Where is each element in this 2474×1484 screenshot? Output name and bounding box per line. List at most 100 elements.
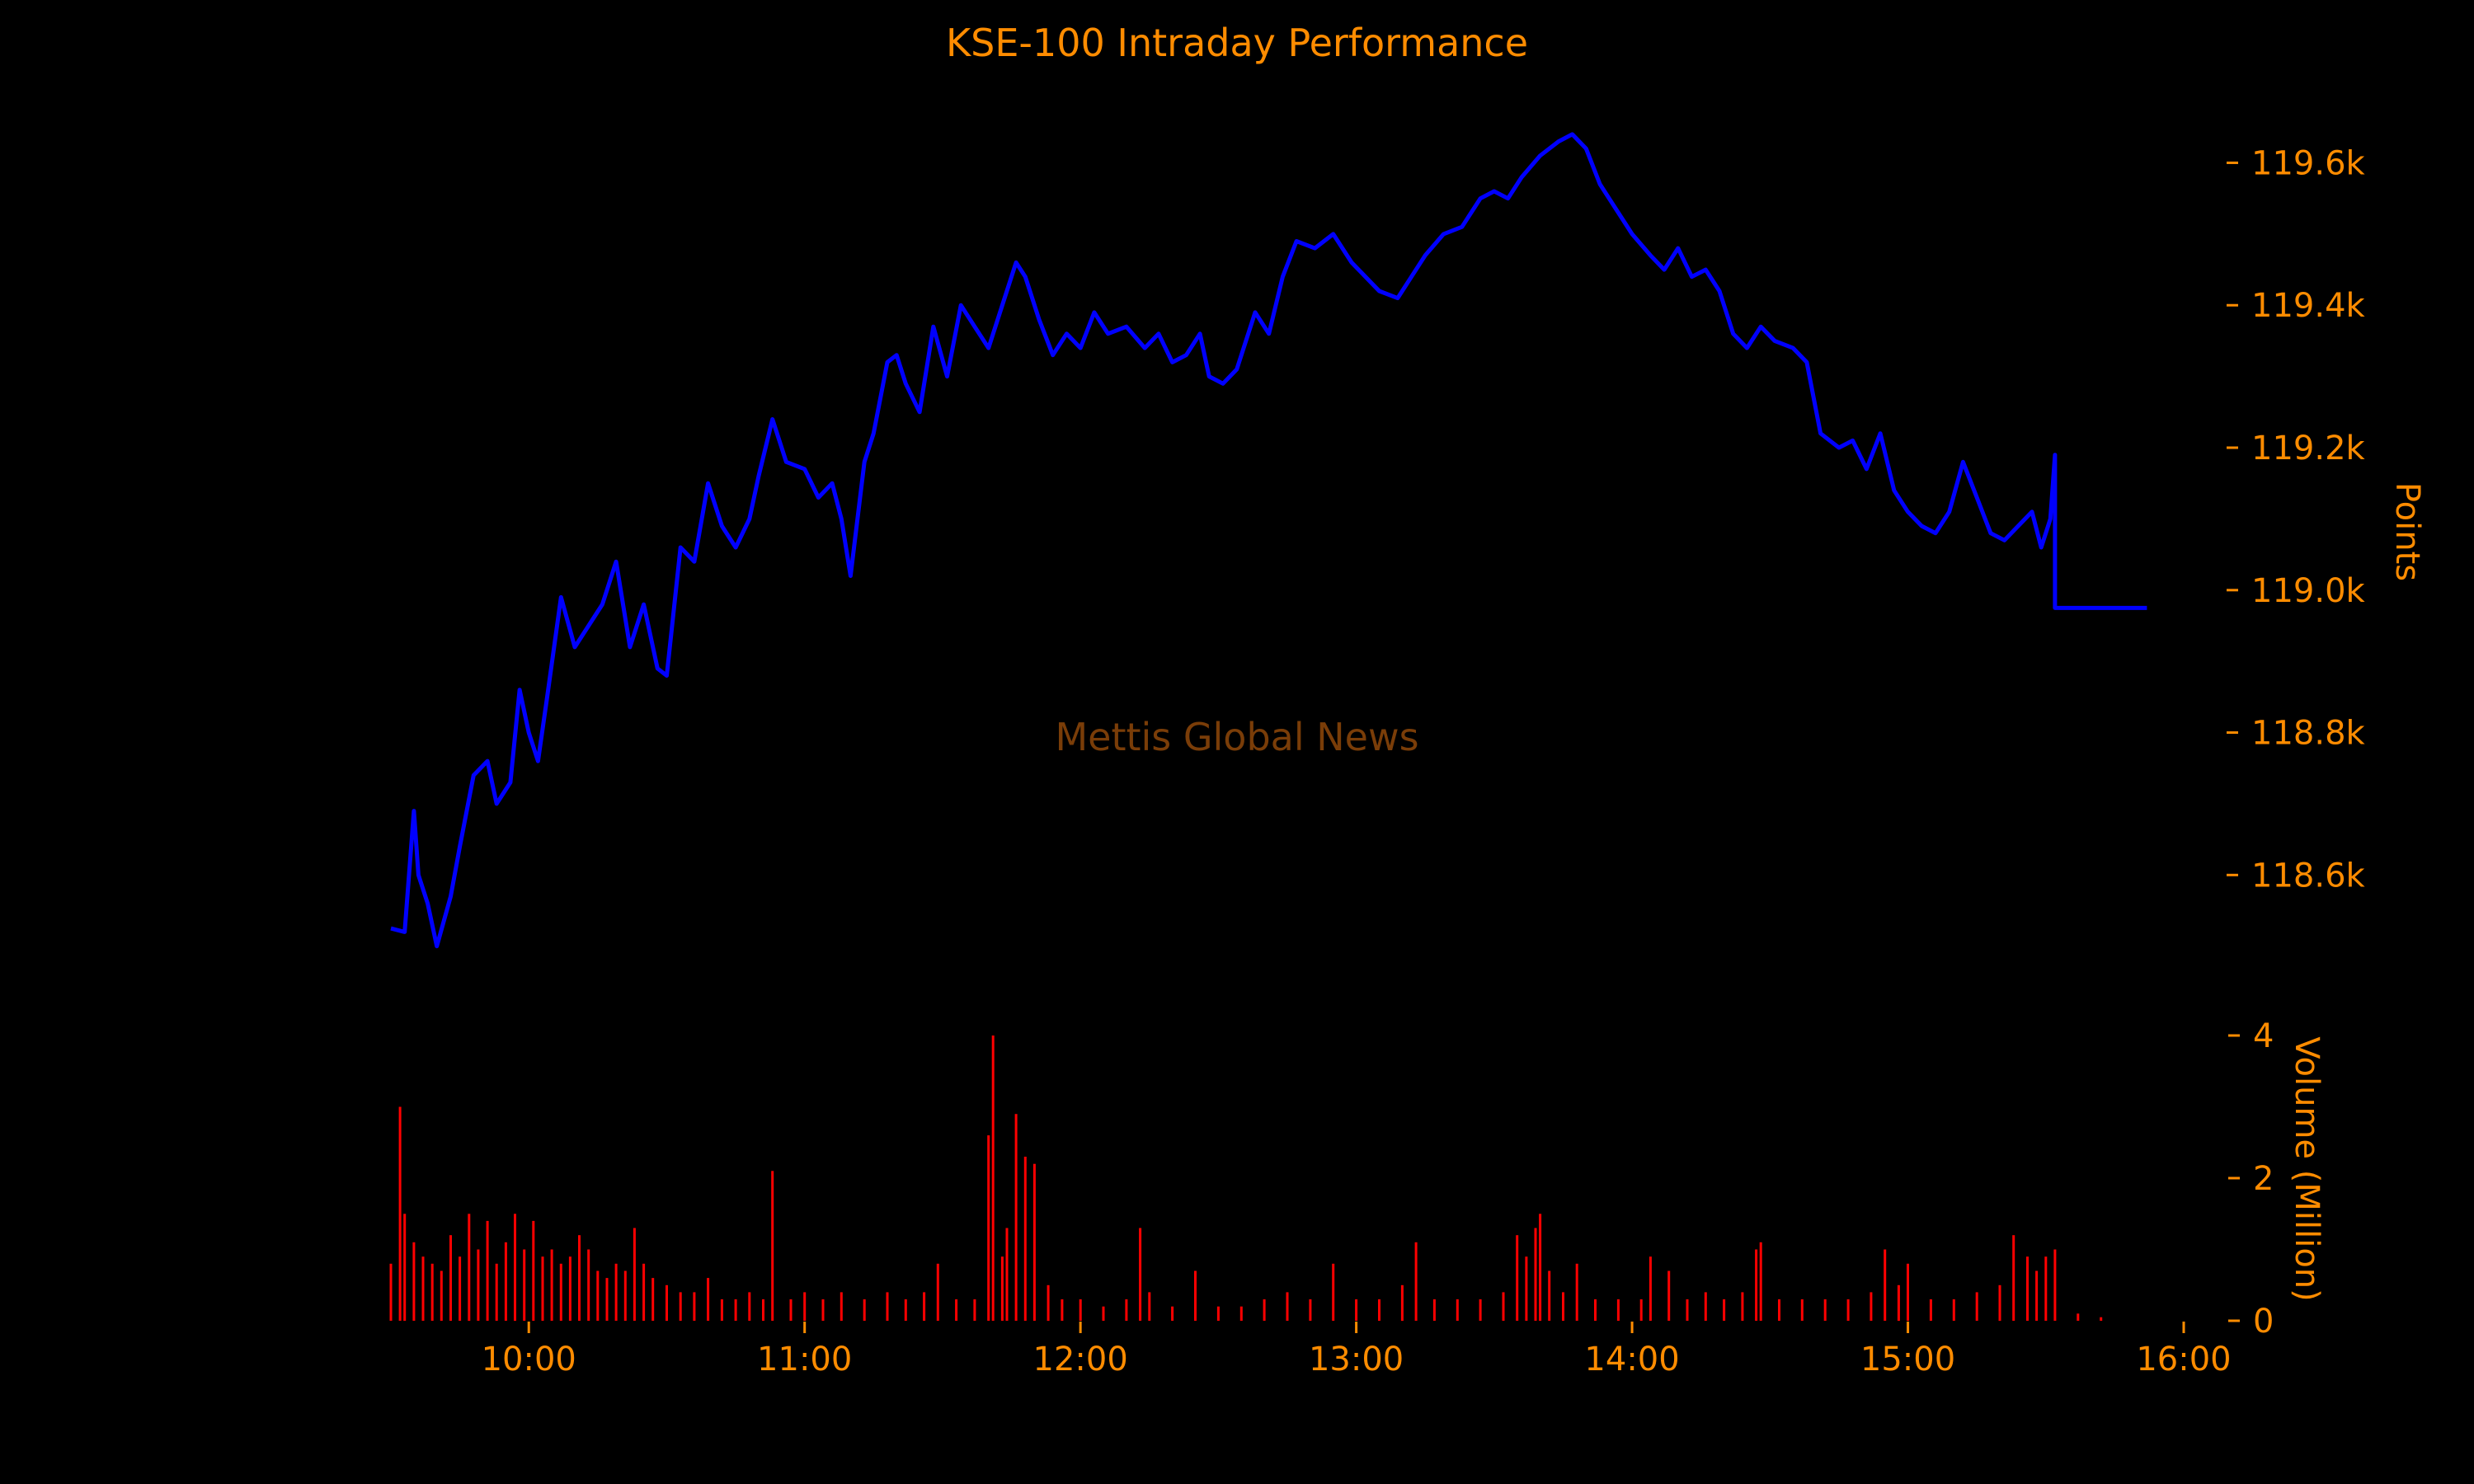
volume-bar-27 — [633, 1228, 636, 1321]
price-axis: 118.6k 118.8k 119.0k 119.2k 119.4k 119.6k — [2227, 144, 2366, 895]
volume-bar-95 — [1741, 1292, 1744, 1321]
volume-bar-17 — [541, 1256, 544, 1321]
volume-bar-50 — [987, 1135, 990, 1321]
volume-bar-29 — [651, 1278, 655, 1321]
volume-bar-22 — [587, 1249, 590, 1321]
volume-bar-13 — [504, 1242, 507, 1321]
volume-bar-90 — [1649, 1256, 1652, 1321]
volume-axis-label: Volume (Million) — [2288, 1036, 2326, 1301]
time-axis: 10:00 11:00 12:00 13:00 14:00 15:00 16:00 — [482, 1322, 2232, 1378]
volume-bar-99 — [1800, 1299, 1804, 1321]
price-tick-label-5: 119.6k — [2251, 144, 2366, 182]
volume-bar-11 — [486, 1220, 489, 1321]
volume-bar-47 — [936, 1263, 939, 1321]
price-axis-label: Points — [2388, 482, 2426, 581]
volume-bar-66 — [1216, 1306, 1220, 1321]
volume-bar-103 — [1884, 1249, 1887, 1321]
time-tick-label-5: 15:00 — [1860, 1341, 1955, 1378]
volume-bar-83 — [1539, 1214, 1542, 1322]
chart-title: KSE-100 Intraday Performance — [946, 21, 1528, 65]
volume-bar-34 — [720, 1299, 723, 1321]
volume-bar-88 — [1616, 1299, 1620, 1321]
volume-bar-25 — [614, 1263, 618, 1321]
volume-bar-4 — [421, 1256, 425, 1321]
volume-bar-52 — [1000, 1256, 1004, 1321]
volume-bar-59 — [1079, 1299, 1082, 1321]
volume-bar-8 — [459, 1256, 462, 1321]
volume-bar-21 — [578, 1235, 581, 1321]
volume-bar-109 — [1998, 1284, 2001, 1322]
volume-bar-91 — [1667, 1270, 1671, 1321]
volume-bar-33 — [707, 1278, 710, 1321]
volume-bar-104 — [1897, 1284, 1900, 1322]
volume-bar-63 — [1148, 1292, 1151, 1321]
volume-bar-18 — [550, 1249, 553, 1321]
volume-bar-75 — [1414, 1242, 1418, 1321]
volume-bar-40 — [803, 1292, 807, 1321]
price-tick-label-1: 118.8k — [2251, 715, 2366, 753]
watermark: Mettis Global News — [1055, 715, 1418, 759]
volume-bar-30 — [666, 1284, 668, 1322]
volume-bar-94 — [1723, 1299, 1726, 1321]
volume-bar-31 — [679, 1292, 682, 1321]
volume-bar-79 — [1502, 1292, 1505, 1321]
volume-bar-16 — [532, 1220, 535, 1321]
volume-bar-65 — [1194, 1270, 1197, 1321]
volume-bar-57 — [1047, 1284, 1050, 1322]
volume-bar-2 — [403, 1214, 407, 1322]
volume-bar-7 — [449, 1235, 452, 1321]
volume-bar-6 — [440, 1270, 443, 1321]
volume-bar-28 — [642, 1263, 646, 1321]
volume-bar-0 — [389, 1263, 393, 1321]
volume-bar-74 — [1400, 1284, 1404, 1322]
volume-bar-73 — [1378, 1299, 1380, 1321]
volume-bar-41 — [821, 1299, 825, 1321]
price-tick-label-0: 118.6k — [2251, 857, 2366, 895]
volume-bar-20 — [568, 1256, 571, 1321]
volume-bar-111 — [2026, 1256, 2029, 1321]
price-tick-label-3: 119.2k — [2251, 430, 2366, 467]
volume-bar-89 — [1639, 1299, 1643, 1321]
volume-bar-107 — [1952, 1299, 1955, 1321]
volume-bar-71 — [1332, 1263, 1335, 1321]
volume-bar-10 — [477, 1249, 480, 1321]
time-tick-label-1: 11:00 — [757, 1341, 852, 1378]
price-series — [390, 132, 2147, 949]
volume-bar-70 — [1309, 1299, 1312, 1321]
volume-bar-62 — [1139, 1228, 1142, 1321]
volume-bar-15 — [523, 1249, 526, 1321]
volume-bar-9 — [468, 1214, 471, 1322]
volume-bar-92 — [1686, 1299, 1689, 1321]
volume-bar-112 — [2035, 1270, 2039, 1321]
volume-bar-84 — [1548, 1270, 1551, 1321]
volume-bar-108 — [1975, 1292, 1978, 1321]
volume-bar-110 — [2012, 1235, 2015, 1321]
time-tick-label-4: 14:00 — [1584, 1341, 1679, 1378]
volume-bar-113 — [2044, 1256, 2048, 1321]
volume-bar-64 — [1171, 1306, 1174, 1321]
volume-bar-19 — [559, 1263, 562, 1321]
volume-bar-3 — [412, 1242, 416, 1321]
price-tick-label-4: 119.4k — [2251, 287, 2366, 325]
volume-bar-44 — [886, 1292, 889, 1321]
volume-bar-43 — [863, 1299, 866, 1321]
time-tick-label-0: 10:00 — [482, 1341, 576, 1378]
volume-bar-56 — [1032, 1163, 1036, 1321]
volume-bar-81 — [1525, 1256, 1528, 1321]
volume-tick-label-1: 2 — [2253, 1160, 2274, 1198]
volume-bar-51 — [991, 1036, 995, 1321]
volume-bar-35 — [734, 1299, 737, 1321]
volume-bar-38 — [771, 1171, 774, 1321]
volume-axis: 0 2 4 — [2228, 1017, 2274, 1341]
volume-bar-115 — [2077, 1313, 2080, 1321]
price-line — [390, 132, 2147, 949]
volume-bar-53 — [1005, 1228, 1009, 1321]
volume-series — [389, 1036, 2103, 1322]
volume-bar-67 — [1239, 1306, 1243, 1321]
volume-bar-69 — [1286, 1292, 1289, 1321]
volume-bar-37 — [762, 1299, 764, 1321]
volume-bar-61 — [1125, 1299, 1128, 1321]
volume-bar-105 — [1907, 1263, 1909, 1321]
